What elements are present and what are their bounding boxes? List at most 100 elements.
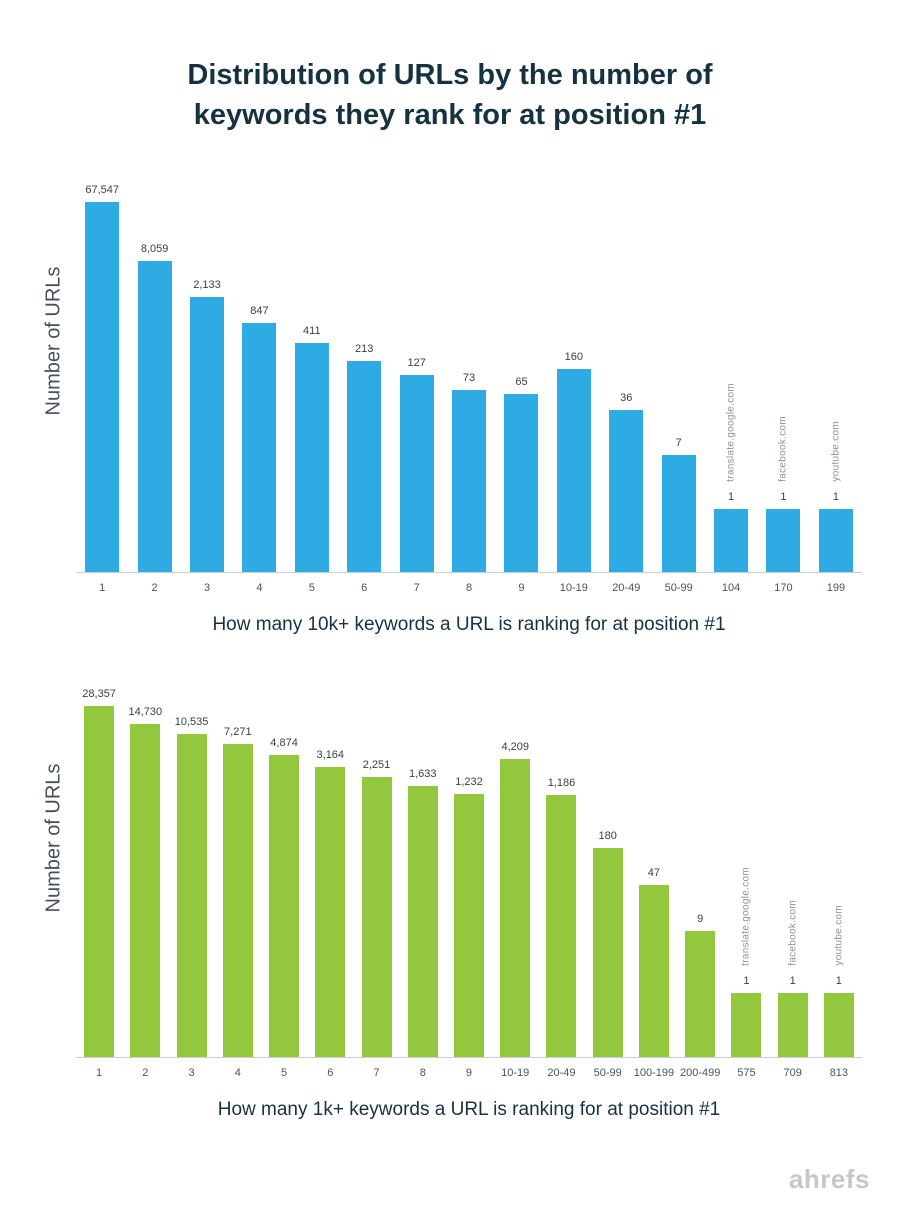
plot-area: 28,357 14,730 10,535 7,271 4,874 3,164 2,251 1,…: [76, 678, 862, 1058]
x-tick-label: 4: [234, 1067, 241, 1079]
bar-column-104: 1 translate.google.com: [705, 169, 757, 572]
bar-170: [766, 508, 801, 572]
bar-200-499: [685, 931, 716, 1057]
x-tick-label: 20-49: [547, 1067, 576, 1079]
bar-4: [222, 744, 253, 1057]
x-tick-label: 1: [96, 1067, 103, 1079]
plot-area: 67,547 8,059 2,133 847 411 213 127 73 65 160 36 7 1 t…: [76, 169, 862, 573]
x-tick-label: 1: [99, 582, 106, 594]
ahrefs-logo: ahrefs: [788, 1164, 870, 1194]
bar-2: [130, 724, 161, 1057]
bar-value-label: 1,232: [455, 775, 483, 788]
bar-column-50-99: 180: [585, 678, 631, 1057]
bar-column-199: 1 youtube.com: [810, 169, 862, 572]
bar-813: [823, 992, 854, 1057]
x-axis-caption: How many 10k+ keywords a URL is ranking …: [212, 614, 726, 635]
y-axis-label: Number of URLs: [42, 266, 65, 416]
bar-value-label: 180: [598, 829, 617, 842]
bar-5: [269, 755, 300, 1057]
bar-column-575: 1 translate.google.com: [723, 678, 769, 1057]
x-tick-label: 9: [518, 582, 525, 594]
bar-column-3: 2,133: [181, 169, 233, 572]
x-tick-label: 3: [203, 582, 211, 594]
x-axis-caption: How many 1k+ keywords a URL is ranking f…: [217, 1099, 721, 1120]
plot-area-wrap: 67,547 8,059 2,133 847 411 213 127 73 65 160 36 7 1 t…: [76, 169, 862, 636]
bar-value-label: 411: [303, 324, 321, 337]
bar-column-8: 1,633: [400, 678, 446, 1057]
bar-column-20-49: 36: [600, 169, 652, 572]
x-tick-label: 2: [151, 582, 158, 594]
bar-575: [731, 992, 762, 1057]
bar-value-label: 1: [780, 490, 787, 503]
bar-column-7: 2,251: [353, 678, 399, 1057]
x-tick-label: 7: [373, 1067, 380, 1079]
x-tick-label: 10-19: [501, 1067, 530, 1079]
bar-value-label: 7: [675, 436, 682, 449]
x-tick-label: 20-49: [612, 582, 641, 594]
plot-area-wrap: 28,357 14,730 10,535 7,271 4,874 3,164 2,251 1,…: [76, 678, 862, 1121]
bar-3: [190, 297, 225, 572]
bar-6: [315, 767, 346, 1057]
x-axis-ticks: 1 2 3 4 5 6 7 8 9 10-19 20-49 50-99 104 170 199: [76, 573, 862, 594]
bar-199: [818, 508, 853, 572]
y-axis-label: Number of URLs: [42, 763, 65, 913]
bar-column-709: 1 facebook.com: [770, 678, 816, 1057]
bar-column-2: 8,059: [128, 169, 180, 572]
x-tick-label: 104: [721, 582, 741, 594]
bar-value-label: 1: [728, 490, 735, 503]
bar-3: [176, 733, 207, 1057]
domain-annotation: translate.google.com: [725, 382, 737, 482]
x-tick-label: 100-199: [633, 1067, 675, 1079]
domain-annotation: youtube.com: [830, 420, 842, 482]
bar-value-label: 7,271: [224, 726, 252, 738]
x-tick-label: 8: [465, 582, 473, 594]
domain-annotation: translate.google.com: [740, 866, 752, 966]
bar-column-1: 28,357: [76, 678, 122, 1057]
bar-value-label: 160: [564, 350, 584, 363]
x-tick-label: 7: [413, 582, 420, 594]
bar-value-label: 4,874: [270, 737, 298, 750]
chart-10k-keywords: Number of URLs 67,547 8,059 2,133 847 411 213…: [0, 169, 900, 636]
bar-column-6: 3,164: [307, 678, 353, 1057]
bar-value-label: 1: [832, 490, 839, 503]
bar-104: [714, 508, 749, 572]
x-tick-label: 6: [361, 582, 368, 594]
bar-7: [361, 776, 392, 1057]
x-tick-label: 3: [188, 1067, 195, 1079]
bar-50-99: [592, 847, 623, 1057]
bar-value-label: 1: [743, 974, 750, 987]
bar-value-label: 2,133: [193, 279, 221, 292]
bar-value-label: 10,535: [174, 715, 209, 728]
bar-100-199: [638, 885, 669, 1057]
x-tick-label: 813: [829, 1067, 849, 1079]
bar-value-label: 65: [515, 375, 528, 388]
bar-value-label: 1: [835, 974, 842, 987]
bar-value-label: 847: [250, 304, 269, 317]
x-tick-label: 9: [465, 1067, 473, 1079]
bar-column-10-19: 160: [548, 169, 600, 572]
bar-value-label: 4,209: [501, 741, 529, 754]
page-title-line2: keywords they rank for at position #1: [193, 99, 707, 132]
bar-20-49: [546, 794, 577, 1057]
bar-column-5: 4,874: [261, 678, 307, 1057]
bar-8: [407, 785, 438, 1057]
bar-column-3: 10,535: [168, 678, 214, 1057]
bar-value-label: 47: [647, 867, 661, 879]
bar-50-99: [661, 454, 696, 572]
x-tick-label: 199: [826, 582, 846, 594]
bar-value-label: 1,186: [547, 776, 576, 789]
bar-value-label: 8,059: [140, 242, 169, 255]
bar-709: [777, 992, 808, 1057]
bar-column-50-99: 7: [652, 169, 704, 572]
x-tick-label: 200-499: [679, 1067, 721, 1079]
x-tick-label: 5: [280, 1067, 288, 1079]
bar-value-label: 3,164: [316, 749, 345, 762]
chart-1k-keywords: Number of URLs 28,357 14,730 10,535 7,271 4,…: [0, 678, 900, 1121]
bar-column-7: 127: [390, 169, 442, 572]
bar-value-label: 213: [355, 342, 374, 355]
bar-value-label: 9: [697, 913, 704, 926]
bar-value-label: 73: [462, 372, 476, 385]
x-tick-label: 4: [256, 582, 263, 594]
bar-column-4: 847: [233, 169, 285, 572]
